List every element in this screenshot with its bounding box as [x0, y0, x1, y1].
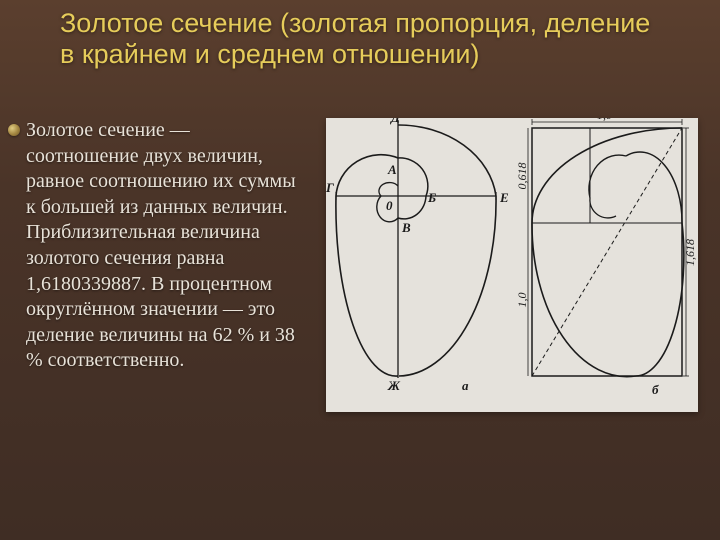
svg-text:Г: Г	[326, 180, 334, 195]
bullet-icon	[8, 124, 20, 136]
svg-text:1,0: 1,0	[597, 118, 612, 122]
svg-text:Б: Б	[427, 190, 436, 205]
svg-text:0,618: 0,618	[515, 163, 529, 190]
slide-title: Золотое сечение (золотая пропорция, деле…	[60, 8, 670, 70]
svg-text:а: а	[462, 378, 469, 393]
svg-text:Д: Д	[390, 118, 401, 125]
svg-text:Е: Е	[499, 190, 509, 205]
panel-a: 0 Д А Б Г Е В Жа	[326, 118, 509, 393]
bullet-block: Золотое сечение — соотношение двух велич…	[26, 118, 306, 374]
golden-ratio-figure: 0 Д А Б Г Е В Жа 1,0 0,618 1,0 1,618 б	[326, 118, 698, 412]
svg-text:1,618: 1,618	[683, 239, 697, 266]
svg-text:Ж: Ж	[387, 378, 401, 393]
body-text: Золотое сечение — соотношение двух велич…	[26, 118, 306, 374]
svg-text:б: б	[652, 382, 659, 397]
svg-text:0: 0	[386, 198, 393, 213]
svg-text:1,0: 1,0	[515, 293, 529, 308]
panel-b: 1,0 0,618 1,0 1,618 б	[515, 118, 697, 397]
svg-text:В: В	[401, 220, 411, 235]
svg-text:А: А	[387, 162, 397, 177]
